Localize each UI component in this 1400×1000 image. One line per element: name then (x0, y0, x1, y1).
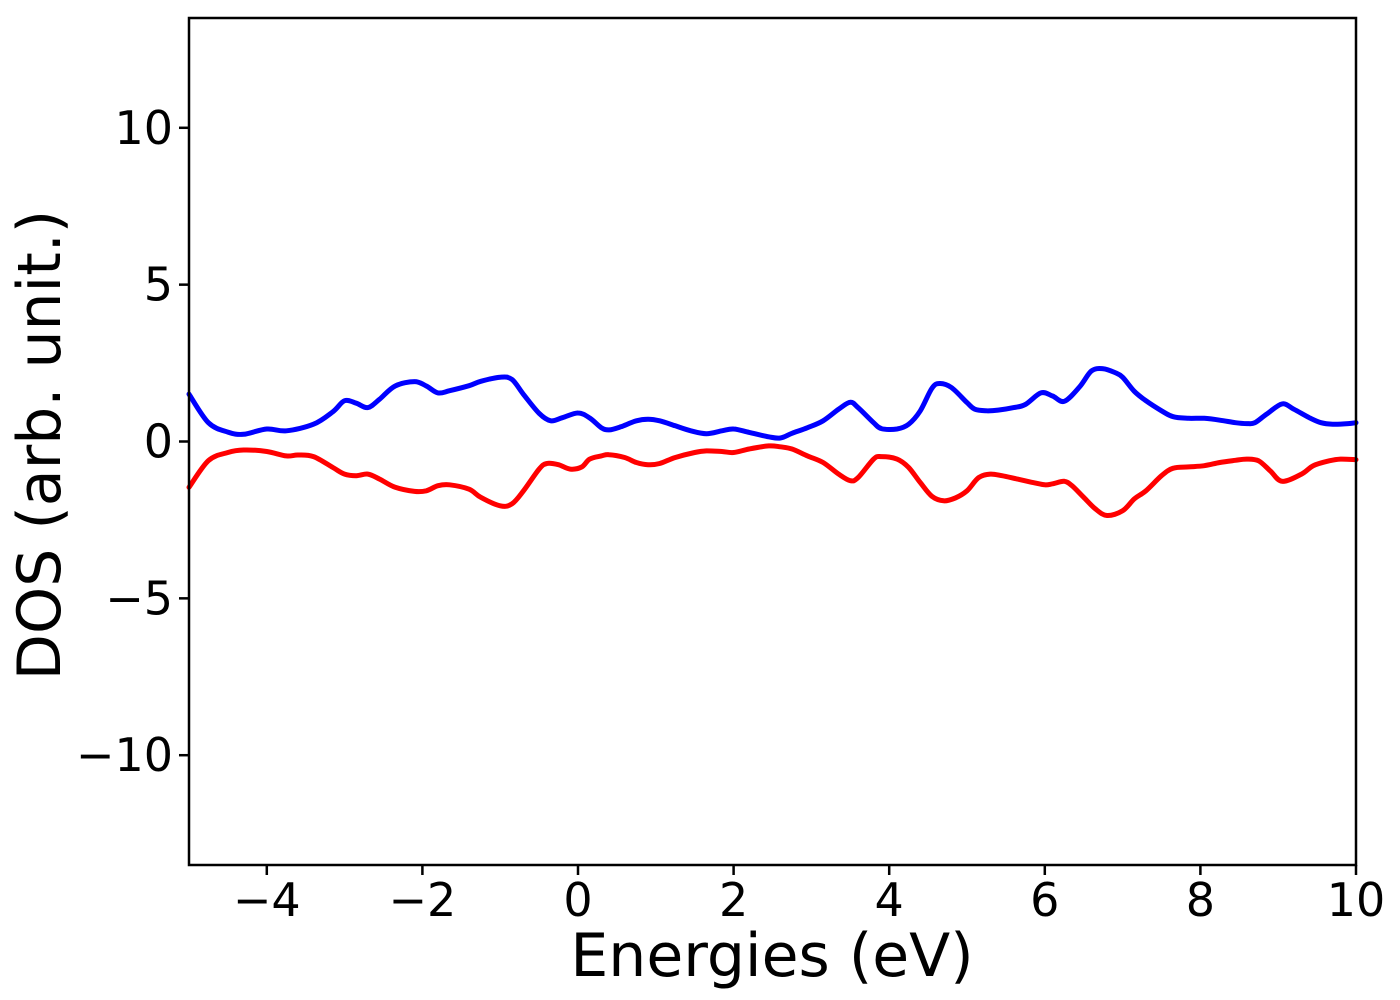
y-axis-label: DOS (arb. unit.) (5, 210, 75, 680)
y-axis-ticks: −10 −5 0 5 10 (76, 101, 189, 782)
y-tick-label: 10 (114, 101, 173, 155)
x-axis-ticks: −4 −2 0 2 4 6 8 10 (233, 865, 1385, 927)
x-tick-label: 4 (875, 873, 904, 927)
y-tick-label: 5 (144, 258, 173, 312)
red-dos-curve (186, 443, 1359, 519)
blue-dos-curve (186, 366, 1359, 441)
axes-frame (187, 16, 1358, 867)
x-tick-label: −4 (233, 873, 301, 927)
x-tick-label: 2 (719, 873, 748, 927)
x-tick-label: 8 (1186, 873, 1215, 927)
x-axis-label: Energies (eV) (570, 921, 973, 991)
y-tick-label: −5 (105, 571, 173, 625)
y-tick-label: 0 (144, 415, 173, 469)
x-tick-label: −2 (388, 873, 456, 927)
dos-curves (186, 366, 1359, 519)
x-tick-label: 0 (563, 873, 592, 927)
x-tick-label: 10 (1327, 873, 1386, 927)
x-tick-label: 6 (1030, 873, 1059, 927)
y-tick-label: −10 (76, 728, 173, 782)
